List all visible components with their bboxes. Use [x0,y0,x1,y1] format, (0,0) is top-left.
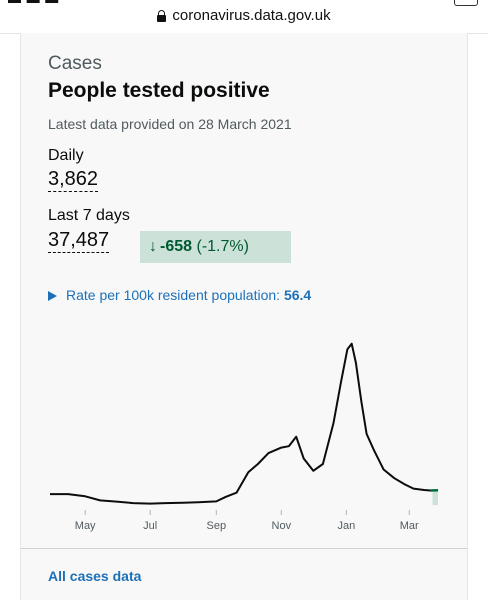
change-badge: ↓ -658 (-1.7%) [140,231,291,263]
last-updated: Latest data provided on 28 March 2021 [48,116,292,132]
daily-label: Daily [48,147,84,164]
play-triangle-icon [48,291,57,301]
status-bar-partial: ▬ ▬ ▬ [8,0,59,6]
rate-label: Rate per 100k resident population: [66,287,281,303]
cases-chart: May Jul Sep Nov Jan Mar [50,342,439,532]
x-tick-label: Jan [337,520,355,532]
x-tick-label: Nov [272,520,292,532]
daily-value[interactable]: 3,862 [48,168,99,192]
x-tick-label: May [75,520,96,532]
rate-toggle[interactable]: Rate per 100k resident population: 56.4 [48,287,311,303]
last-7-days-highlight [432,490,438,505]
x-tick-label: Jul [143,520,157,532]
series-line [50,342,439,505]
card-title: People tested positive [48,79,270,102]
divider [21,548,467,549]
url-display[interactable]: coronavirus.data.gov.uk [0,7,488,24]
browser-address-bar[interactable]: ▬ ▬ ▬ coronavirus.data.gov.uk [0,0,488,34]
all-cases-link[interactable]: All cases data [48,568,142,584]
url-text: coronavirus.data.gov.uk [172,7,331,24]
change-percent: (-1.7%) [196,238,249,255]
cases-card: Cases People tested positive Latest data… [20,33,468,600]
down-arrow-icon: ↓ [149,238,157,255]
last-7-days-label: Last 7 days [48,207,130,224]
tabs-icon[interactable] [454,0,478,6]
lock-icon [157,10,167,22]
last-7-days-value[interactable]: 37,487 [48,229,110,253]
change-value: -658 [160,238,193,255]
card-category: Cases [48,53,102,74]
x-tick-label: Mar [400,520,419,532]
x-tick-label: Sep [206,520,226,532]
rate-value: 56.4 [283,287,312,303]
